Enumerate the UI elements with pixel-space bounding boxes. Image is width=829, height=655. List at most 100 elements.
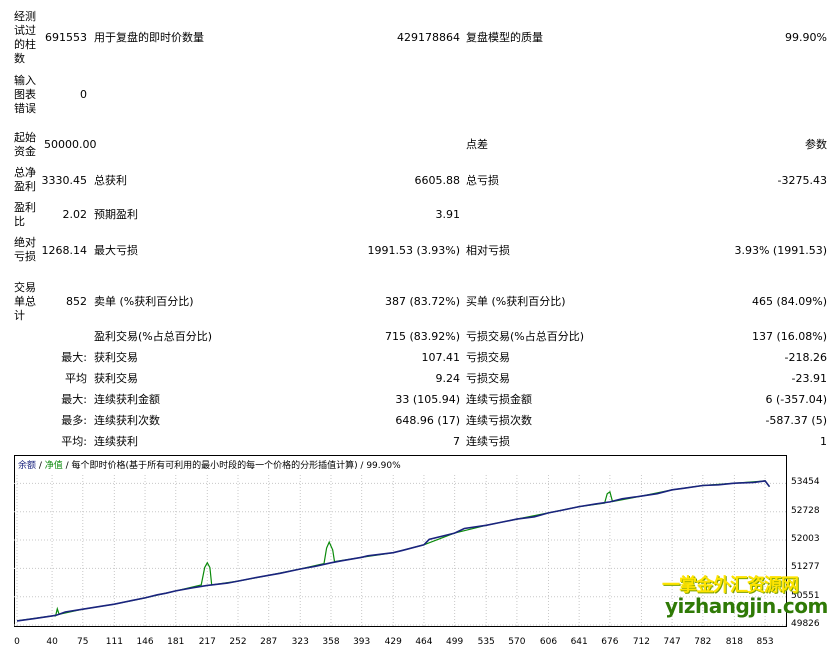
balance-chart — [14, 475, 787, 627]
maximum-prefix: 最大: — [61, 393, 87, 406]
cons-profit-label: 连续获利次数 — [94, 414, 160, 427]
x-tick-label: 358 — [322, 637, 340, 647]
bars-tested-label: 经测试过的柱数 — [14, 10, 36, 65]
x-tick-label: 181 — [167, 637, 185, 647]
y-tick-label: 52728 — [791, 505, 820, 516]
x-tick-label: 499 — [446, 637, 464, 647]
gross-profit-value: 6605.88 — [414, 174, 461, 187]
balance-line — [16, 480, 771, 622]
cons-loss-label: 连续亏损次数 — [466, 414, 532, 427]
x-tick-label: 393 — [353, 637, 371, 647]
x-tick-label: 40 — [46, 637, 58, 647]
watermark-url: yizhangjin.com — [665, 594, 828, 618]
profit-factor-label: 盈利比 — [14, 201, 36, 228]
loss-trades-value: 137 (16.08%) — [751, 330, 827, 343]
cons-loss-amount-label: 连续亏损金额 — [466, 393, 532, 406]
expected-payoff-label: 预期盈利 — [94, 208, 138, 221]
bars-tested-value: 691553 — [45, 31, 87, 44]
avg-profit-label: 获利交易 — [94, 372, 138, 385]
x-tick-label: 606 — [539, 637, 558, 647]
avg-cons-wins-label: 连续获利 — [94, 435, 138, 448]
total-trades-label: 交易单总计 — [14, 281, 36, 322]
short-positions-label: 卖单 (%获利百分比) — [94, 295, 194, 308]
loss-trades-label: 亏损交易(%占总百分比) — [466, 330, 585, 343]
largest-loss-value: -218.26 — [784, 351, 827, 364]
spread-label: 点差 — [466, 138, 488, 151]
average-prefix: 平均 — [65, 372, 87, 385]
short-positions-value: 387 (83.72%) — [384, 295, 460, 308]
y-tick-label: 52003 — [791, 534, 820, 545]
avg-cons-wins-value: 7 — [453, 435, 460, 448]
legend-model: / 每个即时价格(基于所有可利用的最小时段的每一个价格的分形插值计算) / 99… — [62, 461, 401, 471]
x-tick-label: 853 — [756, 637, 774, 647]
net-profit-label: 总净盈利 — [14, 166, 36, 193]
legend-sep: / — [36, 461, 45, 471]
y-tick-label: 49826 — [791, 619, 820, 629]
spread-value: 参数 — [805, 138, 827, 151]
profit-factor-value: 2.02 — [62, 208, 88, 221]
y-tick-label: 50551 — [791, 590, 820, 601]
average2-prefix: 平均: — [61, 435, 87, 448]
x-tick-label: 75 — [77, 637, 89, 647]
y-tick-label: 53454 — [791, 477, 820, 488]
ticks-label: 用于复盘的即时价数量 — [94, 31, 204, 44]
x-tick-label: 217 — [198, 637, 216, 647]
legend-equity: 净值 — [44, 461, 63, 471]
most-prefix: 最多: — [61, 414, 87, 427]
x-tick-label: 323 — [291, 637, 309, 647]
max-drawdown-label: 最大亏损 — [94, 244, 138, 257]
x-tick-label: 0 — [14, 637, 20, 647]
y-axis: 53454 52728 52003 51277 50551 49826 — [788, 455, 829, 635]
watermark-title: 一掌金外汇资源网 — [662, 575, 799, 596]
cons-wins-amount-value: 33 (105.94) — [395, 393, 460, 406]
profit-trades-label: 盈利交易(%占总百分比) — [94, 330, 213, 343]
cons-loss-value: -587.37 (5) — [765, 414, 827, 427]
abs-drawdown-label: 绝对亏损 — [14, 236, 36, 263]
deposit-value: 50000.00 — [44, 138, 97, 151]
ticks-value: 429178864 — [397, 31, 460, 44]
y-tick-label: 51277 — [791, 562, 820, 573]
x-tick-label: 782 — [694, 637, 712, 647]
x-tick-label: 747 — [663, 637, 681, 647]
errors-value: 0 — [80, 88, 87, 101]
cons-profit-value: 648.96 (17) — [395, 414, 460, 427]
expected-payoff-value: 3.91 — [435, 208, 461, 221]
x-tick-label: 111 — [105, 637, 123, 647]
avg-cons-loss-value: 1 — [820, 435, 827, 448]
cons-loss-amount-value: 6 (-357.04) — [765, 393, 827, 406]
largest-loss-label: 亏损交易 — [466, 351, 510, 364]
deposit-label: 起始资金 — [14, 131, 36, 158]
avg-cons-loss-label: 连续亏损 — [466, 435, 510, 448]
chart-legend: 余额 / 净值 / 每个即时价格(基于所有可利用的最小时段的每一个价格的分形插值… — [18, 458, 401, 471]
errors-label: 输入图表错误 — [14, 74, 36, 115]
x-tick-label: 676 — [601, 637, 619, 647]
x-tick-label: 287 — [260, 637, 278, 647]
x-tick-label: 570 — [508, 637, 526, 647]
long-positions-label: 买单 (%获利百分比) — [466, 295, 566, 308]
legend-balance: 余额 — [18, 461, 37, 471]
rel-drawdown-label: 相对亏损 — [466, 244, 510, 257]
quality-label: 复盘模型的质量 — [466, 31, 543, 44]
gross-loss-value: -3275.43 — [777, 174, 827, 187]
abs-drawdown-value: 1268.14 — [41, 244, 88, 257]
rel-drawdown-value: 3.93% (1991.53) — [734, 244, 827, 257]
total-trades-value: 852 — [66, 295, 87, 308]
largest-profit-value: 107.41 — [421, 351, 461, 364]
x-tick-label: 535 — [477, 637, 495, 647]
profit-trades-value: 715 (83.92%) — [384, 330, 460, 343]
x-tick-label: 818 — [725, 637, 743, 647]
long-positions-value: 465 (84.09%) — [751, 295, 827, 308]
largest-prefix: 最大: — [61, 351, 87, 364]
avg-loss-value: -23.91 — [791, 372, 827, 385]
net-profit-value: 3330.45 — [41, 174, 88, 187]
avg-loss-label: 亏损交易 — [466, 372, 510, 385]
x-tick-label: 146 — [136, 637, 154, 647]
x-tick-label: 252 — [229, 637, 247, 647]
gross-loss-label: 总亏损 — [466, 174, 499, 187]
x-tick-label: 712 — [632, 637, 651, 647]
x-tick-label: 641 — [570, 637, 588, 647]
cons-wins-amount-label: 连续获利金额 — [94, 393, 160, 406]
quality-value: 99.90% — [785, 31, 827, 44]
x-tick-label: 429 — [384, 637, 402, 647]
max-drawdown-value: 1991.53 (3.93%) — [367, 244, 460, 257]
